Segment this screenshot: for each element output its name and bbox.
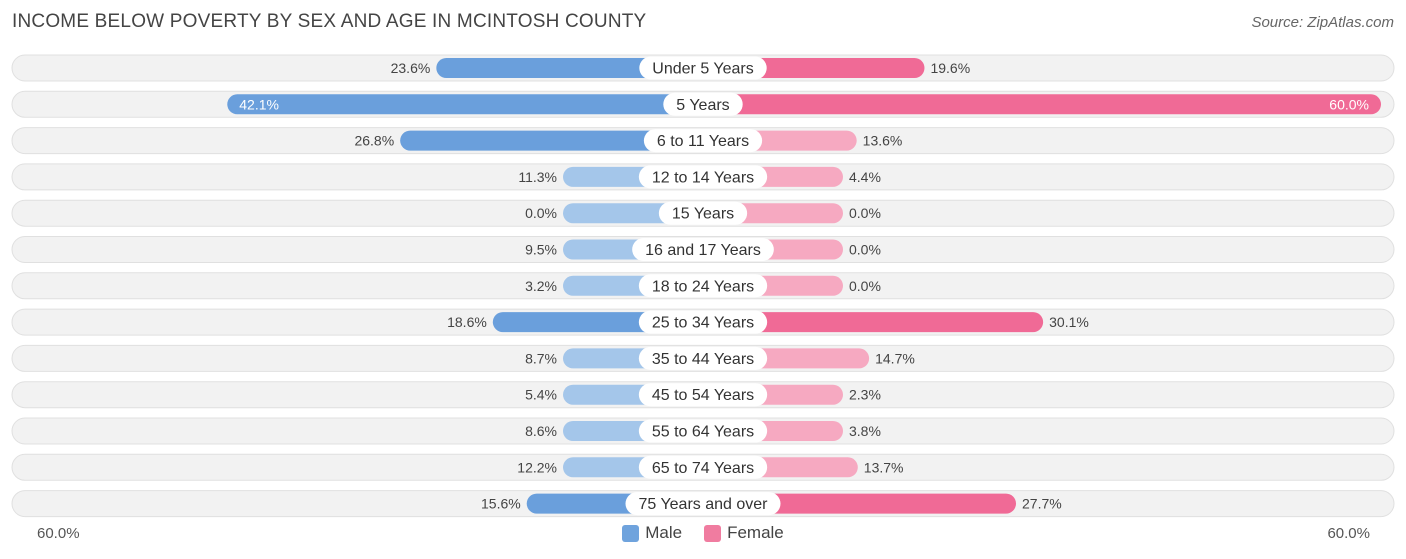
value-label-male: 23.6% [391,60,431,76]
value-label-male: 0.0% [525,205,557,221]
value-label-male: 8.6% [525,423,557,439]
legend-item-male[interactable]: Male [622,523,682,543]
category-label: 18 to 24 Years [652,278,754,295]
category-label: 16 and 17 Years [645,242,761,259]
category-label: 25 to 34 Years [652,315,754,332]
value-label-female: 0.0% [849,242,881,258]
value-label-male: 3.2% [525,278,557,294]
legend-label-female: Female [727,523,784,542]
value-label-male: 15.6% [481,496,521,512]
value-label-female: 30.1% [1049,314,1089,330]
category-label: 15 Years [672,206,734,223]
category-label-pill [638,455,768,479]
category-label-pill [638,383,768,407]
category-label: 55 to 64 Years [652,424,754,441]
category-label-pill [632,238,774,261]
value-label-female: 3.8% [849,423,881,439]
category-label-pill [638,346,768,370]
legend-item-female[interactable]: Female [704,523,784,543]
value-label-male: 5.4% [525,387,557,403]
value-label-female: 13.7% [864,459,904,475]
category-label-pill [638,165,768,189]
category-label-pill [638,419,768,443]
category-label-pill [643,129,763,153]
category-label: 65 to 74 Years [652,460,754,477]
legend-swatch-female [704,524,722,542]
value-label-male: 26.8% [354,133,394,149]
value-label-female: 2.3% [849,387,881,403]
value-label-female: 60.0% [1329,96,1369,112]
value-label-female: 27.7% [1022,496,1062,512]
bar-male [400,130,703,151]
category-label: 45 to 54 Years [652,387,754,404]
value-label-male: 9.5% [525,242,557,258]
value-label-female: 0.0% [849,205,881,221]
category-label-pill [639,56,767,80]
category-label: 75 Years and over [639,496,769,513]
value-label-male: 42.1% [239,96,279,112]
value-label-female: 4.4% [849,169,881,185]
category-label-pill [638,274,768,298]
legend-swatch-male [622,524,640,542]
value-label-female: 0.0% [849,278,881,294]
chart-area: Under 5 Years 23.6% 19.6% 5 Years 42.1% 60.0%… [11,54,1395,518]
category-label-pill [625,492,781,516]
value-label-female: 13.6% [863,133,903,149]
bar-female [703,312,1044,333]
category-label: 5 Years [676,97,729,114]
axis-left-label: 60.0% [37,525,80,542]
bar-male [436,58,703,78]
legend: Male Female [0,523,1406,543]
axis-right-label: 60.0% [1327,525,1370,542]
value-label-male: 18.6% [447,314,487,330]
category-label-pill [638,310,768,334]
value-label-male: 8.7% [525,350,557,366]
source-note: Source: ZipAtlas.com [1251,14,1394,31]
value-label-male: 11.3% [518,169,557,185]
value-label-female: 19.6% [930,60,970,76]
value-label-female: 14.7% [875,350,915,366]
chart-title: INCOME BELOW POVERTY BY SEX AND AGE IN M… [12,11,647,32]
bar-female [703,493,1017,514]
category-label-pill [658,201,748,225]
category-label: 12 to 14 Years [652,169,754,186]
category-label-pill [663,92,743,116]
category-label: 35 to 44 Years [652,351,754,368]
bar-female [703,94,1381,115]
category-label: Under 5 Years [652,61,753,78]
legend-label-male: Male [645,523,683,542]
value-label-male: 12.2% [517,459,557,475]
bar-male [227,94,703,115]
category-label: 6 to 11 Years [657,133,749,150]
